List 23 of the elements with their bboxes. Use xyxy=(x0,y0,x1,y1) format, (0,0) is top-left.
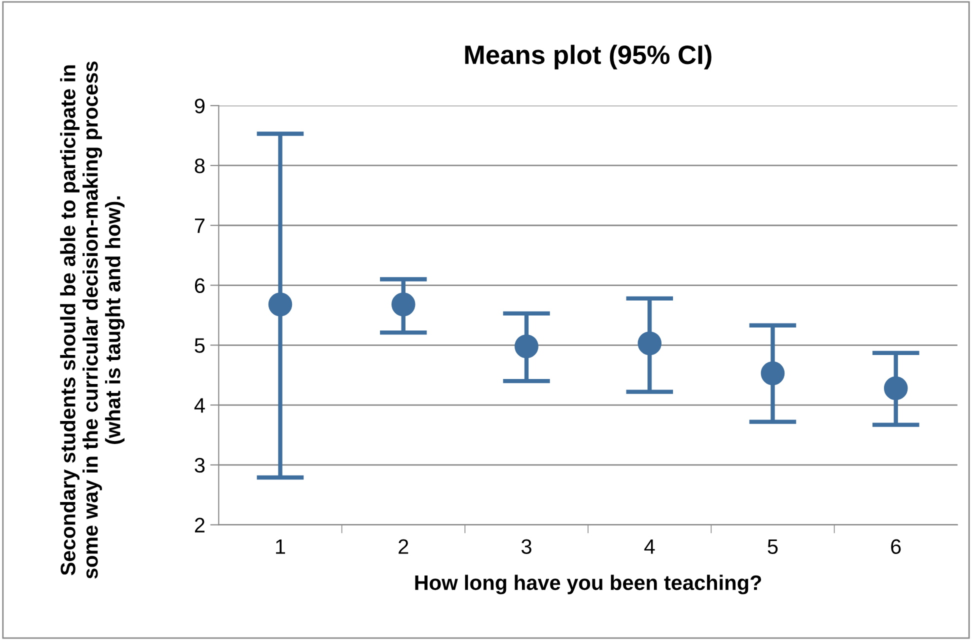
y-tick-label: 9 xyxy=(194,98,205,114)
chart-title: Means plot (95% CI) xyxy=(465,44,712,70)
y-tick-label: 2 xyxy=(194,518,204,532)
x-tick-label: 6 xyxy=(891,539,901,554)
x-tick-label: 1 xyxy=(276,539,286,554)
point xyxy=(760,361,785,386)
y-tick-label: 5 xyxy=(194,338,205,353)
point xyxy=(391,292,416,316)
y-tick-label: 7 xyxy=(194,218,204,233)
x-tick-label: 4 xyxy=(644,539,655,554)
point xyxy=(638,331,662,356)
y-tick-label: 6 xyxy=(194,278,205,294)
x-axis-title: How long have you been teaching? xyxy=(415,574,762,594)
y-tick-label: 4 xyxy=(194,398,205,413)
x-tick-label: 5 xyxy=(768,539,778,554)
y-tick-label: 8 xyxy=(194,158,205,174)
x-tick-label: 2 xyxy=(398,539,408,554)
y-axis-title: Secondary students should be able to participate in some way in the curricular decision-making process (what is taught and how). xyxy=(60,61,125,579)
y-tick-label: 3 xyxy=(194,458,205,473)
point xyxy=(514,334,538,358)
x-tick-label: 3 xyxy=(522,539,532,554)
point xyxy=(884,376,908,400)
point xyxy=(268,292,292,316)
